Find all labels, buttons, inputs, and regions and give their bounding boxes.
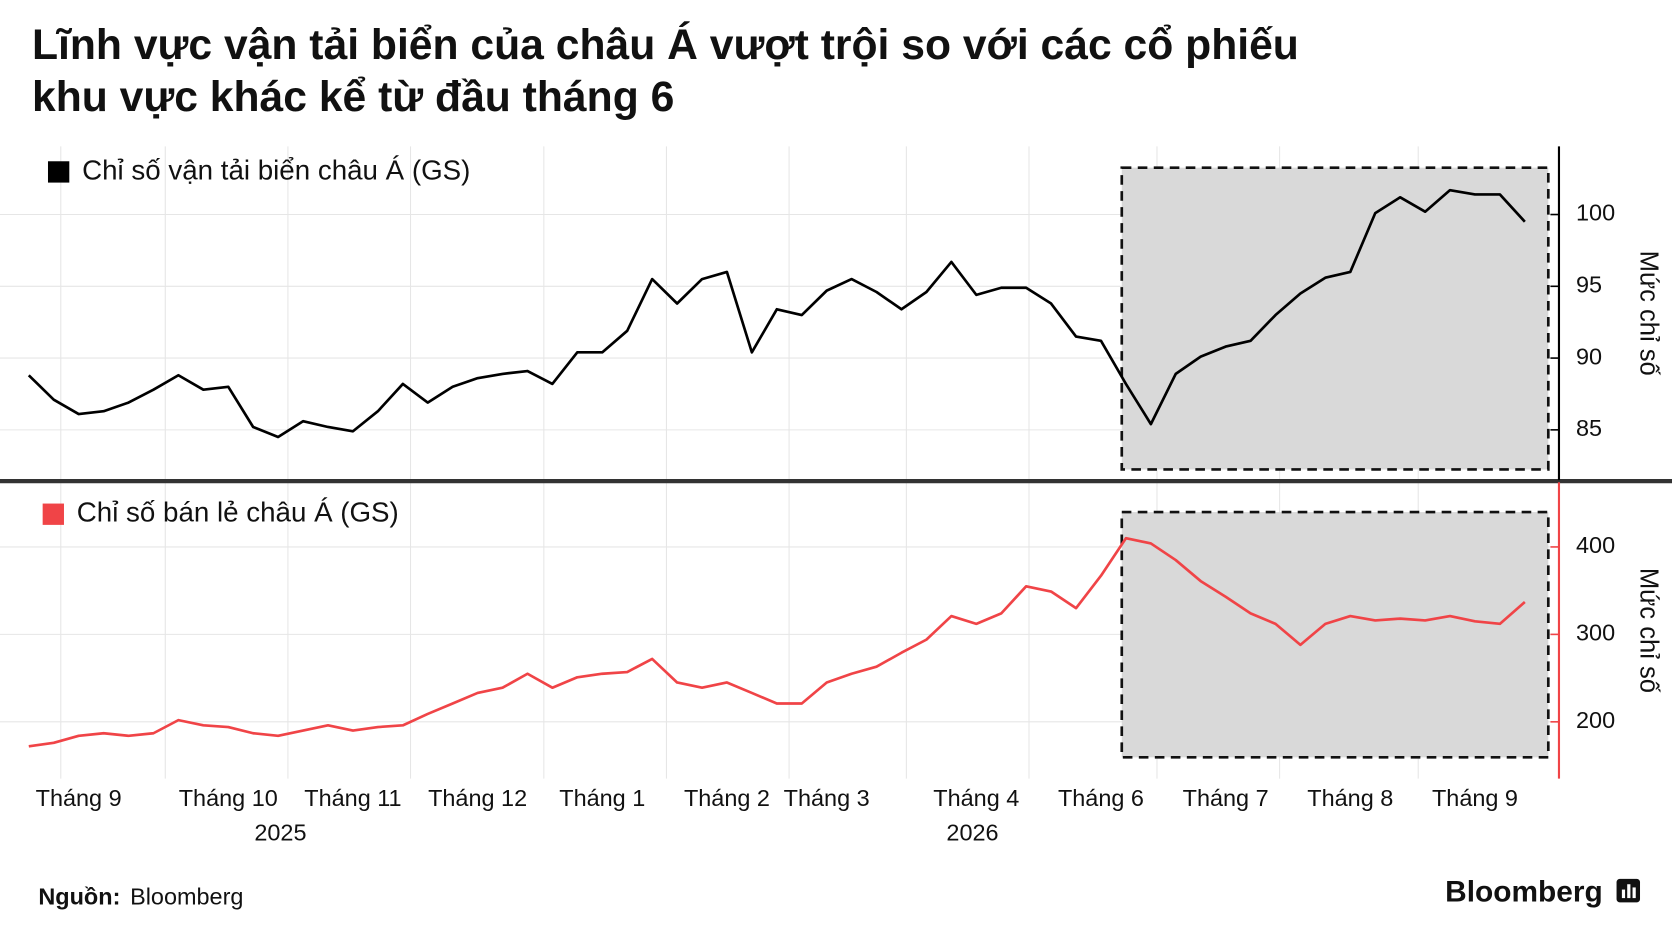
x-tick-label: Tháng 2	[684, 785, 770, 811]
y-axis-label: Mức chỉ số	[1635, 568, 1663, 693]
x-tick-label: Tháng 3	[784, 785, 870, 811]
legend-label: Chỉ số bán lẻ châu Á (GS)	[77, 497, 399, 528]
legend-swatch	[42, 503, 64, 525]
y-tick-label: 200	[1576, 707, 1615, 733]
y-tick-label: 85	[1576, 415, 1602, 441]
chart-title: Lĩnh vực vận tải biển của châu Á vượt tr…	[32, 21, 1299, 69]
y-tick-label: 90	[1576, 343, 1602, 369]
x-tick-label: Tháng 4	[933, 785, 1019, 811]
x-tick-label: Tháng 6	[1058, 785, 1144, 811]
brand: Bloomberg	[1445, 875, 1603, 908]
source-label: Nguồn:	[38, 883, 120, 909]
x-tick-label: Tháng 7	[1183, 785, 1269, 811]
highlight-region	[1120, 166, 1550, 471]
highlight-region	[1120, 510, 1550, 759]
x-tick-label: Tháng 11	[304, 785, 401, 811]
y-tick-label: 300	[1576, 620, 1615, 646]
year-label: 2026	[946, 819, 998, 845]
brand-icon	[1616, 878, 1641, 903]
x-tick-label: Tháng 8	[1307, 785, 1393, 811]
y-axis-label: Mức chỉ số	[1635, 251, 1663, 376]
line-series	[27, 188, 1526, 439]
x-tick-label: Tháng 1	[559, 785, 645, 811]
legend-label: Chỉ số vận tải biển châu Á (GS)	[82, 154, 470, 185]
y-tick-label: 95	[1576, 271, 1602, 297]
chart-title: khu vực khác kể từ đầu tháng 6	[32, 73, 674, 121]
x-tick-label: Tháng 10	[179, 785, 278, 811]
year-label: 2025	[254, 819, 306, 845]
x-tick-label: Tháng 9	[1432, 785, 1518, 811]
x-tick-label: Tháng 12	[428, 785, 527, 811]
y-tick-label: 100	[1576, 200, 1615, 226]
legend-swatch	[47, 161, 70, 183]
source: Bloomberg	[130, 883, 243, 909]
line-series	[28, 536, 1526, 748]
x-tick-label: Tháng 9	[36, 785, 122, 811]
y-tick-label: 400	[1576, 532, 1615, 558]
